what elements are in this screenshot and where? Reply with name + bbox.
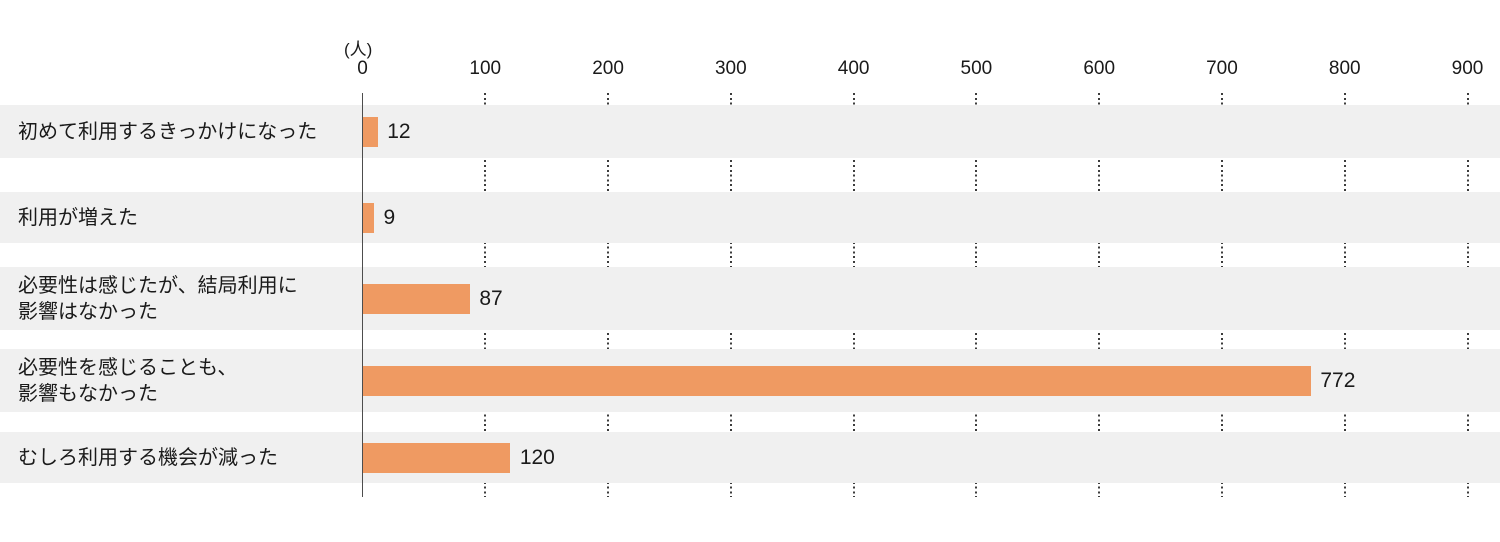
- x-axis-tick-label: 100: [469, 58, 502, 79]
- x-axis-tick-label: 300: [714, 58, 747, 79]
- bar: [363, 283, 470, 314]
- category-label: 必要性を感じることも、 影響もなかった: [18, 356, 238, 405]
- x-axis-tick-label: 600: [1083, 58, 1116, 79]
- x-axis-tick-label: 700: [1206, 58, 1238, 79]
- row-stripe: 初めて利用するきっかけになった: [0, 105, 1500, 158]
- y-axis-line: [362, 93, 363, 497]
- category-label: 利用が増えた: [18, 206, 138, 229]
- x-axis-tick-label: 500: [960, 58, 993, 79]
- bar: [363, 365, 1311, 396]
- bar-value-label: 12: [387, 119, 411, 143]
- row-stripe: 利用が増えた: [0, 192, 1500, 243]
- x-axis-tick-label: 900: [1451, 58, 1484, 79]
- row-stripe: むしろ利用する機会が減った: [0, 432, 1500, 483]
- category-label: 初めて利用するきっかけになった: [18, 120, 318, 143]
- row-stripe: 必要性は感じたが、結局利用に 影響はなかった: [0, 267, 1500, 330]
- x-axis-tick-label: 400: [837, 58, 870, 79]
- bar-value-label: 9: [383, 205, 396, 229]
- bar-value-label: 120: [519, 445, 555, 469]
- bar: [363, 442, 511, 473]
- x-axis-tick-label: 200: [592, 58, 624, 79]
- bar-value-label: 87: [479, 286, 503, 310]
- axis-unit-label: (人): [344, 40, 373, 59]
- x-axis-tick-label: 0: [357, 58, 368, 79]
- category-label: 必要性は感じたが、結局利用に 影響はなかった: [18, 274, 298, 323]
- bar-value-label: 772: [1320, 368, 1356, 392]
- x-axis-tick-label: 800: [1328, 58, 1361, 79]
- bar: [363, 116, 378, 147]
- category-label: むしろ利用する機会が減った: [18, 446, 278, 469]
- bar: [363, 202, 375, 233]
